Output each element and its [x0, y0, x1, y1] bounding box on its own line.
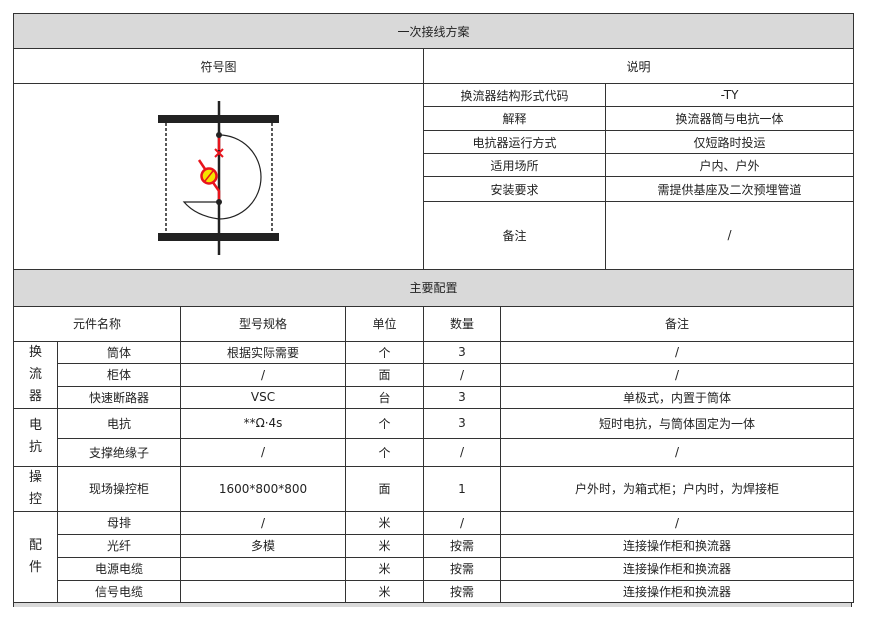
cell-model: **Ω·4s — [180, 407, 346, 439]
table-row: 信号电缆 米按需 连接操作柜和换流器 — [14, 579, 855, 603]
cell-note: 连接操作柜和换流器 — [499, 579, 855, 603]
cell-qty: 1 — [423, 465, 501, 512]
header-note: 备注 — [499, 305, 855, 342]
desc-label: 换流器结构形式代码 — [423, 82, 606, 108]
table-row: 电抗 电抗 **Ω·4s 个 3 短时电抗，与筒体固定为一体 — [13, 407, 855, 467]
cell-model: / — [180, 437, 346, 467]
desc-value: 仅短路时投运 — [604, 130, 855, 155]
cell-note: / — [499, 510, 855, 535]
cell-name: 筒体 — [57, 340, 181, 364]
cell-note: 户外时，为箱式柜；户内时，为焊接柜 — [499, 465, 855, 512]
cell-name: 现场操控柜 — [57, 465, 181, 512]
cell-unit: 面 — [345, 465, 424, 512]
desc-value: / — [604, 200, 855, 271]
cell-name: 柜体 — [57, 362, 181, 387]
cell-qty: 3 — [423, 385, 501, 409]
cell-note: 单极式，内置于筒体 — [499, 385, 855, 409]
cell-unit: 米 — [345, 556, 424, 581]
symbol-cell — [13, 83, 424, 270]
cell-unit: 米 — [345, 510, 424, 535]
table-row: 柜体 / 面 / / — [14, 362, 855, 387]
desc-value: 换流器筒与电抗一体 — [604, 106, 855, 132]
header-unit: 单位 — [345, 305, 424, 342]
table-row: 配件 母排 / 米 / / — [13, 510, 855, 603]
group-cell: 换流器 — [13, 340, 58, 409]
table-row: 光纤 多模米按需 连接操作柜和换流器 — [14, 533, 855, 558]
table-row: 操控 现场操控柜 1600*800*800 面 1 户外时，为箱式柜；户内时，为焊接柜 — [13, 465, 855, 512]
group-label: 换流器 — [29, 344, 43, 404]
converter-reactor-symbol-icon — [158, 101, 279, 255]
cell-unit: 米 — [345, 579, 424, 603]
cell-note: / — [499, 437, 855, 467]
cell-unit: 个 — [345, 437, 424, 467]
header-model: 型号规格 — [180, 305, 346, 342]
cell-qty: / — [423, 362, 501, 387]
desc-label: 备注 — [423, 200, 606, 271]
group-cell: 电抗 — [13, 407, 58, 467]
cell-model: VSC — [180, 385, 346, 409]
cell-note: 短时电抗，与筒体固定为一体 — [499, 407, 855, 439]
group-label: 配件 — [29, 537, 43, 575]
cell-unit: 米 — [345, 533, 424, 558]
cell-qty: / — [423, 510, 501, 535]
scheme-document: 一次接线方案 符号图 说明 — [12, 13, 855, 607]
cell-qty: 3 — [423, 407, 501, 439]
cell-model: / — [180, 510, 346, 535]
description-header: 说明 — [422, 48, 855, 84]
group-cell: 操控 — [13, 465, 58, 512]
cell-name: 电源电缆 — [57, 556, 181, 581]
desc-label: 电抗器运行方式 — [423, 130, 606, 155]
page-title: 一次接线方案 — [12, 13, 855, 49]
desc-label: 安装要求 — [423, 176, 606, 202]
cell-unit: 台 — [345, 385, 424, 409]
cell-qty: 按需 — [423, 533, 501, 558]
table-row: 快速断路器 VSC 台 3 单极式，内置于筒体 — [14, 385, 855, 409]
cell-name: 光纤 — [57, 533, 181, 558]
cell-model: 1600*800*800 — [180, 465, 346, 512]
cell-qty: 按需 — [423, 556, 501, 581]
header-qty: 数量 — [423, 305, 501, 342]
cell-qty: 按需 — [423, 579, 501, 603]
desc-value: 户内、户外 — [604, 153, 855, 178]
desc-label: 解释 — [423, 106, 606, 132]
desc-value: -TY — [604, 82, 855, 108]
cell-model — [180, 556, 346, 581]
cell-name: 电抗 — [57, 407, 181, 439]
cell-note: / — [499, 362, 855, 387]
symbol-header: 符号图 — [13, 48, 424, 84]
group-label: 电抗 — [29, 418, 43, 455]
config-title: 主要配置 — [12, 268, 855, 307]
cell-note: / — [499, 340, 855, 364]
cell-unit: 个 — [345, 340, 424, 364]
cell-model — [180, 579, 346, 603]
group-cell: 配件 — [13, 510, 58, 603]
desc-label: 适用场所 — [423, 153, 606, 178]
cell-model: / — [180, 362, 346, 387]
bottom-strip — [13, 602, 852, 607]
cell-unit: 面 — [345, 362, 424, 387]
desc-value: 需提供基座及二次预埋管道 — [604, 176, 855, 202]
main-config-table: 主要配置 元件名称 型号规格 单位 数量 备注 换流器 筒体 根据实际需要个 3/柜体… — [12, 268, 855, 603]
cell-name: 信号电缆 — [57, 579, 181, 603]
group-label: 操控 — [29, 469, 43, 507]
table-row: 电源电缆 米按需 连接操作柜和换流器 — [14, 556, 855, 581]
cell-model: 根据实际需要 — [180, 340, 346, 364]
cell-qty: 3 — [423, 340, 501, 364]
cell-name: 支撑绝缘子 — [57, 437, 181, 467]
cell-name: 母排 — [57, 510, 181, 535]
cell-note: 连接操作柜和换流器 — [499, 556, 855, 581]
header-name: 元件名称 — [13, 305, 181, 342]
cell-qty: / — [423, 437, 501, 467]
wiring-scheme-table: 一次接线方案 符号图 说明 — [12, 13, 855, 271]
cell-note: 连接操作柜和换流器 — [499, 533, 855, 558]
table-row: 换流器 筒体 根据实际需要个 3/ — [13, 340, 855, 409]
cell-name: 快速断路器 — [57, 385, 181, 409]
cell-unit: 个 — [345, 407, 424, 439]
table-row: 支撑绝缘子 / 个 / / — [14, 437, 855, 467]
cell-model: 多模 — [180, 533, 346, 558]
